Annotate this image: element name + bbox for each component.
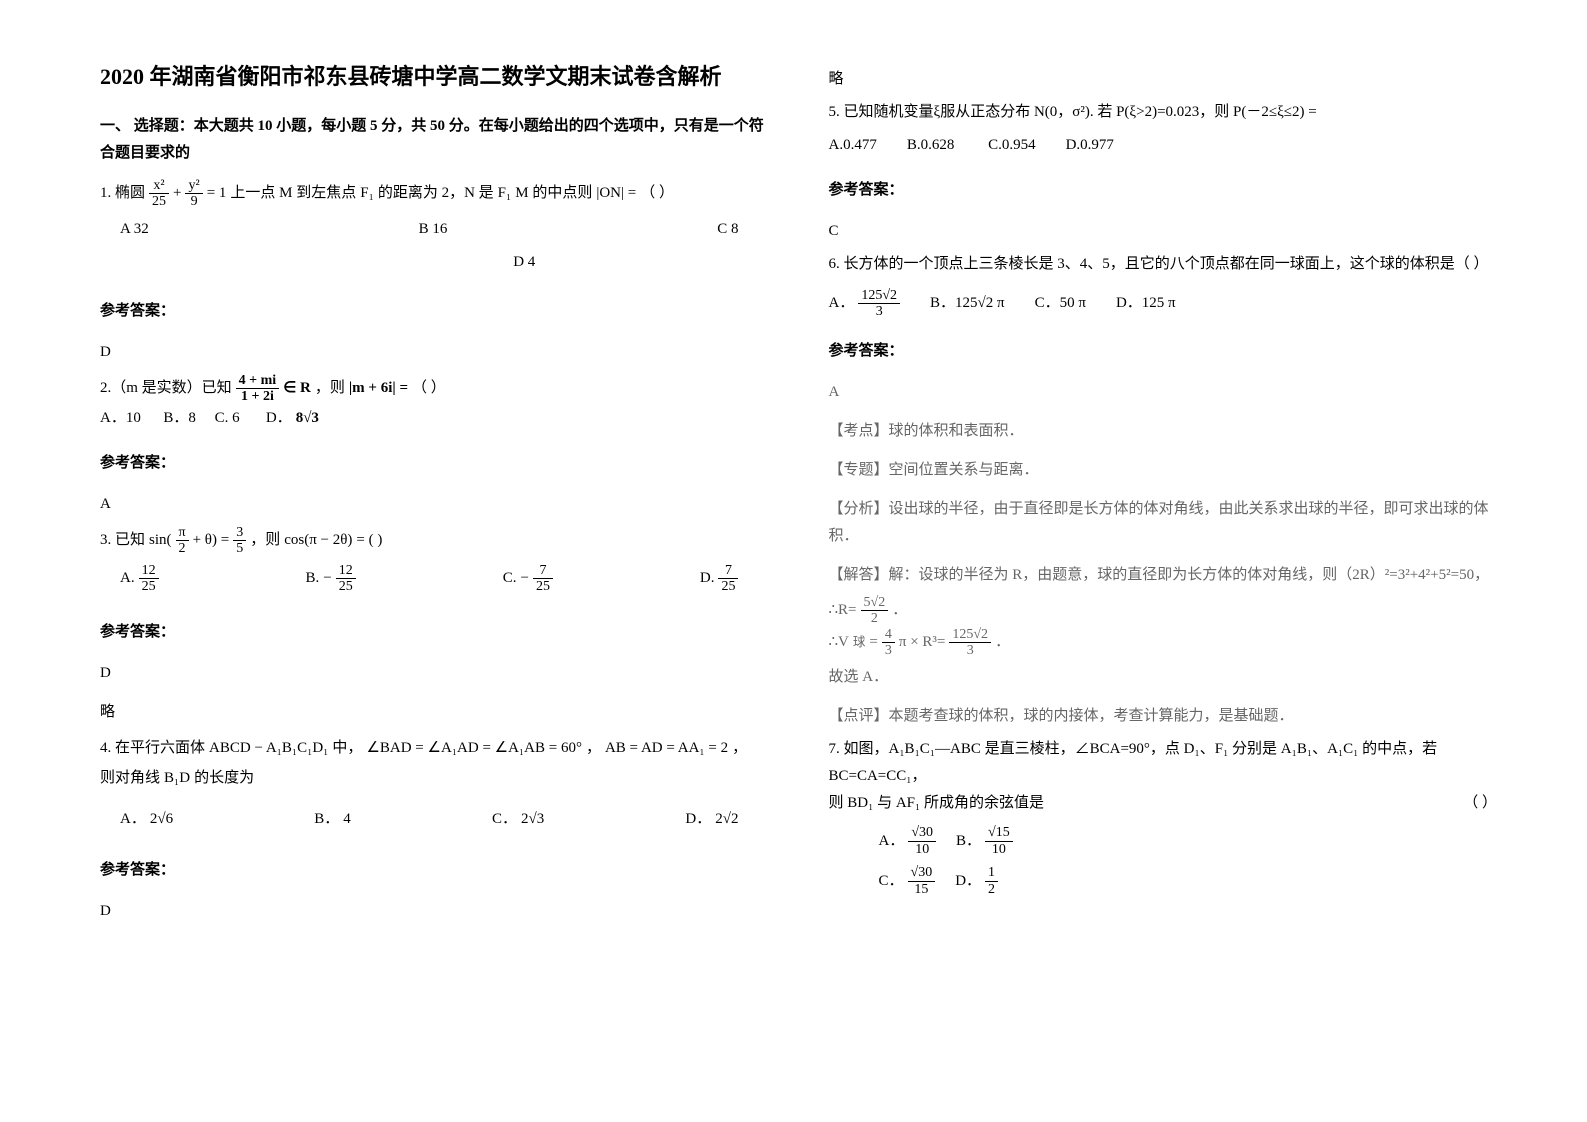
question-2: 2.（m 是实数）已知 4 + mi 1 + 2i ∈ R ，则 |m + 6i… [100, 372, 769, 432]
q1-options: A 32 B 16 C 8 [100, 216, 769, 243]
q2-ref-label: 参考答案： [100, 450, 769, 477]
question-4: 4. 在平行六面体 ABCD − A₁B₁C₁D₁ 中， ∠BAD = ∠A₁A… [100, 732, 769, 839]
q6-dianping: 【点评】本题考查球的体积，球的内接体，考查计算能力，是基础题． [829, 703, 1498, 730]
q5-ref-label: 参考答案： [829, 177, 1498, 204]
q6-jieda1: 【解答】解：设球的半径为 R，由题意，球的直径即为长方体的体对角线，则（2R）²… [829, 562, 1498, 589]
q6-fenxi: 【分析】设出球的半径，由于直径即是长方体的体对角线，由此关系求出球的半径，即可求… [829, 496, 1498, 550]
question-1: 1. 椭圆 x² 25 + y² 9 = 1 上一点 M 到左焦点 F₁ 的距离… [100, 177, 769, 280]
q6-zhuanti: 【专题】空间位置关系与距离． [829, 457, 1498, 484]
q2-frac: 4 + mi 1 + 2i [236, 373, 280, 405]
q6-r-line: ∴R= 5√2 2 ． [829, 595, 1498, 627]
question-5: 5. 已知随机变量ξ服从正态分布 N(0，σ²). 若 P(ξ>2)=0.023… [829, 99, 1498, 159]
q1-frac2: y² 9 [185, 178, 202, 210]
section-1-header: 一、 选择题：本大题共 10 小题，每小题 5 分，共 50 分。在每小题给出的… [100, 113, 769, 167]
q4-options: A． 2√6 B． 4 C． 2√3 D． 2√2 [100, 798, 769, 833]
q3-options: A. 12 25 B. − 12 25 C. − 7 25 [100, 563, 769, 595]
q3-ref-label: 参考答案： [100, 619, 769, 646]
question-7: 7. 如图，A₁B₁C₁—ABC 是直三棱柱，∠BCA=90°，点 D₁、F₁ … [829, 736, 1498, 897]
q6-answer: A [829, 379, 1498, 406]
question-6: 6. 长方体的一个顶点上三条棱长是 3、4、5，且它的八个顶点都在同一球面上，这… [829, 251, 1498, 320]
right-note: 略 [829, 66, 1498, 93]
q1-frac1: x² 25 [149, 178, 169, 210]
q1-answer: D [100, 339, 769, 366]
q1-prefix: 1. 椭圆 [100, 177, 145, 210]
q6-v-line: ∴V 球 = 4 3 π × R³= 125√2 3 ． [829, 627, 1498, 659]
q4-answer: D [100, 898, 769, 925]
q6-options: A． 125√2 3 B．125√2 π C．50 π D．125 π [829, 288, 1498, 320]
q6-ref-label: 参考答案： [829, 338, 1498, 365]
q3-answer: D [100, 660, 769, 687]
q1-ref-label: 参考答案： [100, 298, 769, 325]
q6-kaodian: 【考点】球的体积和表面积． [829, 418, 1498, 445]
q6-guxuan: 故选 A． [829, 664, 1498, 691]
q2-options: A．10 B．8 C. 6 D． 8√3 [100, 405, 769, 432]
q5-answer: C [829, 218, 1498, 245]
q7-options-row1: A． √30 10 B． √15 10 [829, 825, 1498, 857]
q2-answer: A [100, 491, 769, 518]
q3-note: 略 [100, 699, 769, 726]
q4-ref-label: 参考答案： [100, 857, 769, 884]
left-column: 2020 年湖南省衡阳市祁东县砖塘中学高二数学文期末试卷含解析 一、 选择题：本… [100, 60, 769, 1082]
right-column: 略 5. 已知随机变量ξ服从正态分布 N(0，σ²). 若 P(ξ>2)=0.0… [829, 60, 1498, 1082]
question-3: 3. 已知 sin( π 2 + θ) = 3 5 ，则 cos(π − 2θ)… [100, 524, 769, 601]
exam-title: 2020 年湖南省衡阳市祁东县砖塘中学高二数学文期末试卷含解析 [100, 60, 769, 93]
q7-options-row2: C． √30 15 D． 1 2 [829, 865, 1498, 897]
